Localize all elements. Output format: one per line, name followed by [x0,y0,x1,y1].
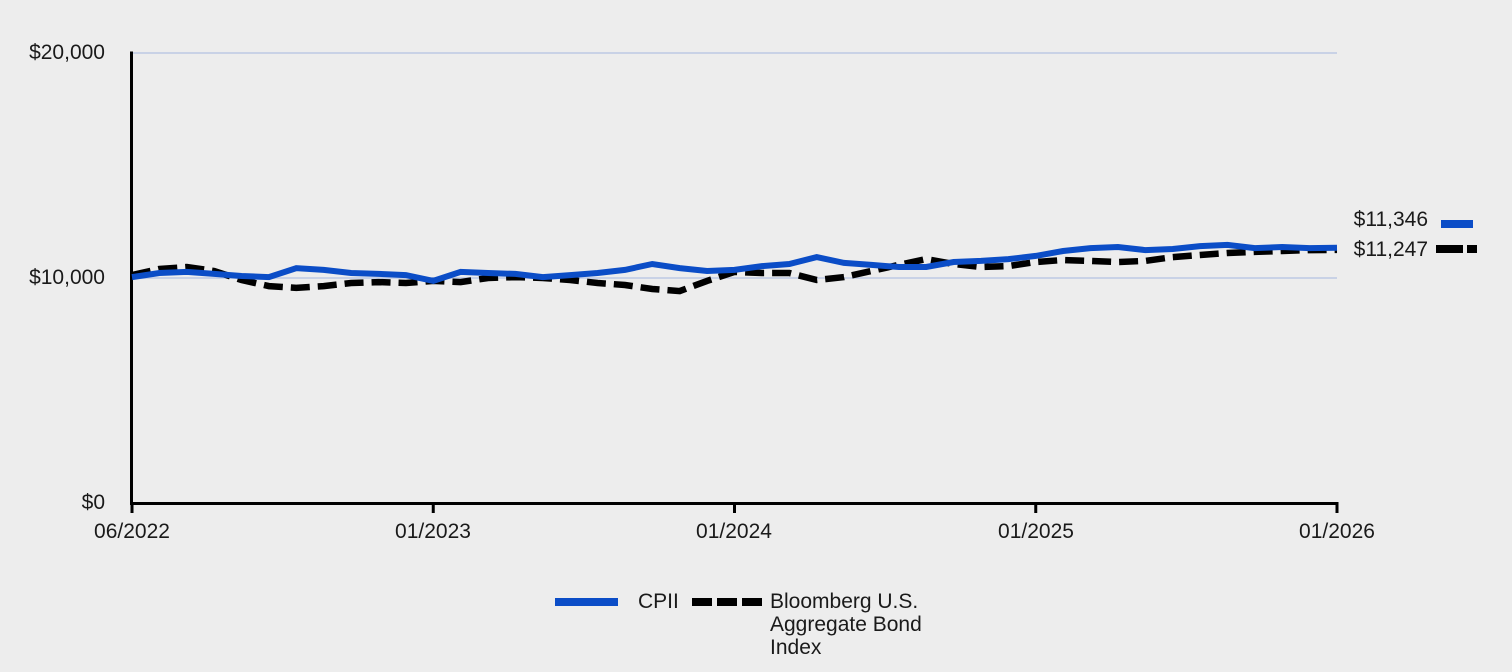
y-axis-label-0: $0 [81,491,105,514]
cpii-legend-swatch-icon [555,598,618,606]
y-axis-label-10000: $10,000 [29,266,105,289]
cpii-end-value-label: $11,346 [1353,208,1428,231]
x-axis-label-01-2026: 01/2026 [1299,520,1375,543]
x-axis-label-01-2024: 01/2024 [696,520,772,543]
benchmark-end-swatch-icon [1436,245,1477,253]
x-axis-label-01-2023: 01/2023 [395,520,471,543]
benchmark-legend-swatch-icon [692,598,762,606]
cpii-end-swatch-icon [1441,220,1473,228]
cpii-line [131,241,1338,285]
x-axis-label-01-2025: 01/2025 [998,520,1074,543]
legend-label-cpii: CPII [638,590,679,613]
x-axis-label-06-2022: 06/2022 [94,520,170,543]
benchmark-end-value-label: $11,247 [1353,238,1428,261]
legend-label-benchmark: Bloomberg U.S. Aggregate Bond Index [770,590,922,659]
y-axis-label-20000: $20,000 [29,41,105,64]
